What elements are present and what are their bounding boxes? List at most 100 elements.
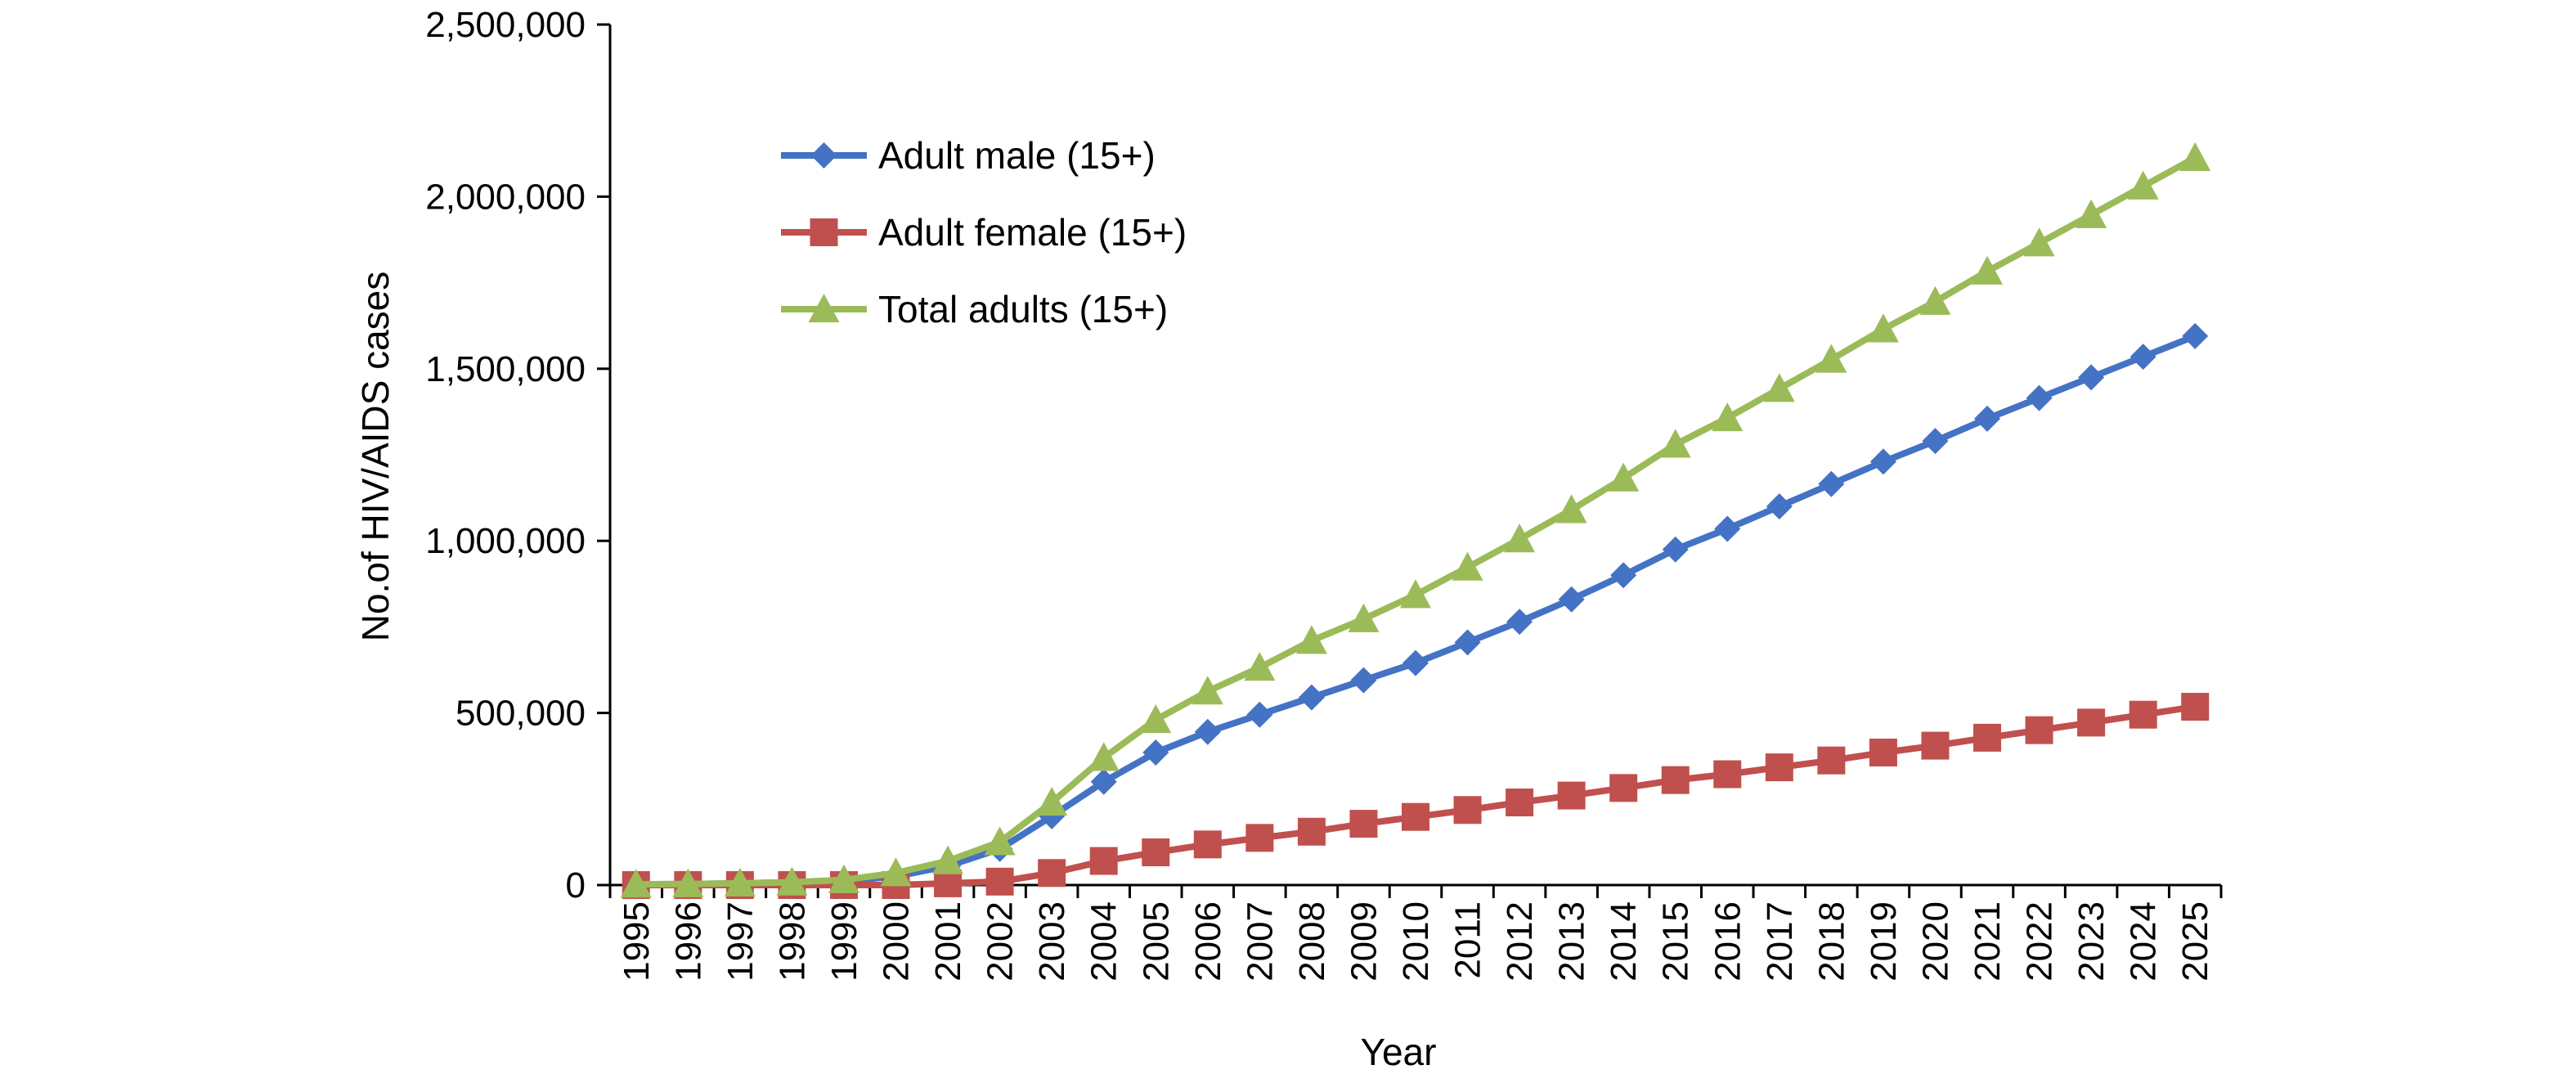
data-point xyxy=(1452,551,1483,581)
data-point xyxy=(1349,810,1378,838)
data-point xyxy=(2076,199,2107,228)
x-tick-label: 2023 xyxy=(2071,901,2112,982)
x-tick-label: 2022 xyxy=(2020,901,2060,982)
data-point xyxy=(1815,344,1847,373)
data-point xyxy=(2127,170,2159,200)
data-point xyxy=(1765,753,1793,782)
series-line xyxy=(635,333,2197,888)
data-point xyxy=(1192,676,1223,705)
legend-item: Adult female (15+) xyxy=(781,211,1187,254)
data-point xyxy=(1400,579,1431,609)
x-tick-label: 2010 xyxy=(1396,901,1436,982)
data-point xyxy=(2179,142,2211,171)
data-point xyxy=(672,868,704,897)
data-point xyxy=(1090,768,1117,795)
x-tick-label: 1995 xyxy=(617,901,657,982)
x-tick-label: 2014 xyxy=(1604,901,1644,982)
data-point xyxy=(1088,742,1120,771)
data-point xyxy=(932,845,964,874)
data-point xyxy=(1454,629,1481,656)
data-point xyxy=(1453,796,1482,825)
x-tick-label: 1996 xyxy=(668,901,708,982)
x-tick-label: 2009 xyxy=(1344,901,1384,982)
x-tick-label: 1999 xyxy=(824,901,864,982)
data-point xyxy=(1142,739,1169,766)
data-point xyxy=(1348,603,1380,632)
x-tick-label: 2018 xyxy=(1811,901,1851,982)
data-point xyxy=(2129,344,2156,371)
data-point xyxy=(1193,830,1222,859)
data-point xyxy=(1869,738,1897,766)
legend-label: Total adults (15+) xyxy=(878,288,1168,330)
x-tick-label: 1998 xyxy=(772,901,812,982)
data-point xyxy=(1194,718,1221,745)
data-point xyxy=(1921,731,1950,760)
y-tick-label: 1,000,000 xyxy=(425,521,586,561)
y-tick-label: 2,000,000 xyxy=(425,177,586,217)
data-point xyxy=(880,857,912,887)
data-point xyxy=(620,869,652,898)
data-point xyxy=(1506,789,1534,817)
data-point xyxy=(985,867,1014,896)
legend-item: Total adults (15+) xyxy=(781,288,1168,330)
y-tick-label: 2,500,000 xyxy=(425,5,586,45)
data-point xyxy=(776,866,808,896)
series-2 xyxy=(622,693,2210,899)
data-point xyxy=(2023,227,2055,257)
data-point xyxy=(1555,494,1587,524)
x-tick-label: 2020 xyxy=(1915,901,1955,982)
data-point xyxy=(1350,667,1377,694)
x-tick-label: 2003 xyxy=(1032,901,1072,982)
data-point xyxy=(2129,700,2157,729)
x-tick-label: 2000 xyxy=(877,901,917,982)
data-point xyxy=(1297,817,1326,846)
x-tick-label: 2001 xyxy=(928,901,968,982)
data-point xyxy=(1244,652,1276,681)
data-point xyxy=(1763,373,1795,402)
x-tick-label: 2013 xyxy=(1552,901,1592,982)
data-point xyxy=(2025,716,2053,744)
data-point xyxy=(2077,708,2106,737)
data-point xyxy=(1818,470,1845,497)
data-point xyxy=(1661,766,1690,794)
x-tick-label: 2002 xyxy=(981,901,1021,982)
data-point xyxy=(1140,704,1172,734)
x-tick-label: 2017 xyxy=(1760,901,1800,982)
data-point xyxy=(1973,723,2002,752)
data-point xyxy=(1974,405,2001,432)
series-line xyxy=(635,703,2196,888)
legend-marker xyxy=(808,294,840,323)
y-tick-label: 1,500,000 xyxy=(425,349,586,389)
data-point xyxy=(1038,859,1066,888)
data-point xyxy=(1867,313,1899,343)
series-line xyxy=(635,155,2197,888)
legend-label: Adult female (15+) xyxy=(878,211,1187,254)
y-axis-ticks: 0 500,000 1,000,000 1,500,000 2,000,000 2,500… xyxy=(425,5,610,905)
x-tick-label: 2004 xyxy=(1084,901,1124,982)
data-point xyxy=(1608,462,1640,492)
x-axis-ticks: 1995 1996 1997 1998 1999 2000 2001 2002 2003 2004… xyxy=(608,885,2223,982)
x-axis-title: Year xyxy=(1361,1031,1437,1073)
x-tick-label: 2006 xyxy=(1188,901,1228,982)
data-point xyxy=(1089,847,1118,875)
data-point xyxy=(1036,787,1068,816)
data-point xyxy=(1662,536,1689,563)
y-tick-label: 500,000 xyxy=(456,694,586,734)
x-tick-label: 2005 xyxy=(1136,901,1176,982)
chart-legend: Adult male (15+) Adult female (15+) Total … xyxy=(781,134,1187,330)
x-tick-label: 2024 xyxy=(2124,901,2164,982)
data-point xyxy=(1558,586,1585,613)
chart-series xyxy=(620,142,2211,899)
legend-label: Adult male (15+) xyxy=(878,134,1156,177)
x-tick-label: 2025 xyxy=(2175,901,2215,982)
x-tick-label: 2019 xyxy=(1864,901,1904,982)
data-point xyxy=(1714,515,1741,542)
x-tick-label: 2008 xyxy=(1292,901,1332,982)
data-point xyxy=(1766,493,1793,520)
data-point xyxy=(1712,402,1744,432)
legend-marker xyxy=(810,218,838,246)
data-point xyxy=(724,867,756,897)
x-tick-label: 2016 xyxy=(1708,901,1748,982)
data-point xyxy=(1609,774,1638,802)
